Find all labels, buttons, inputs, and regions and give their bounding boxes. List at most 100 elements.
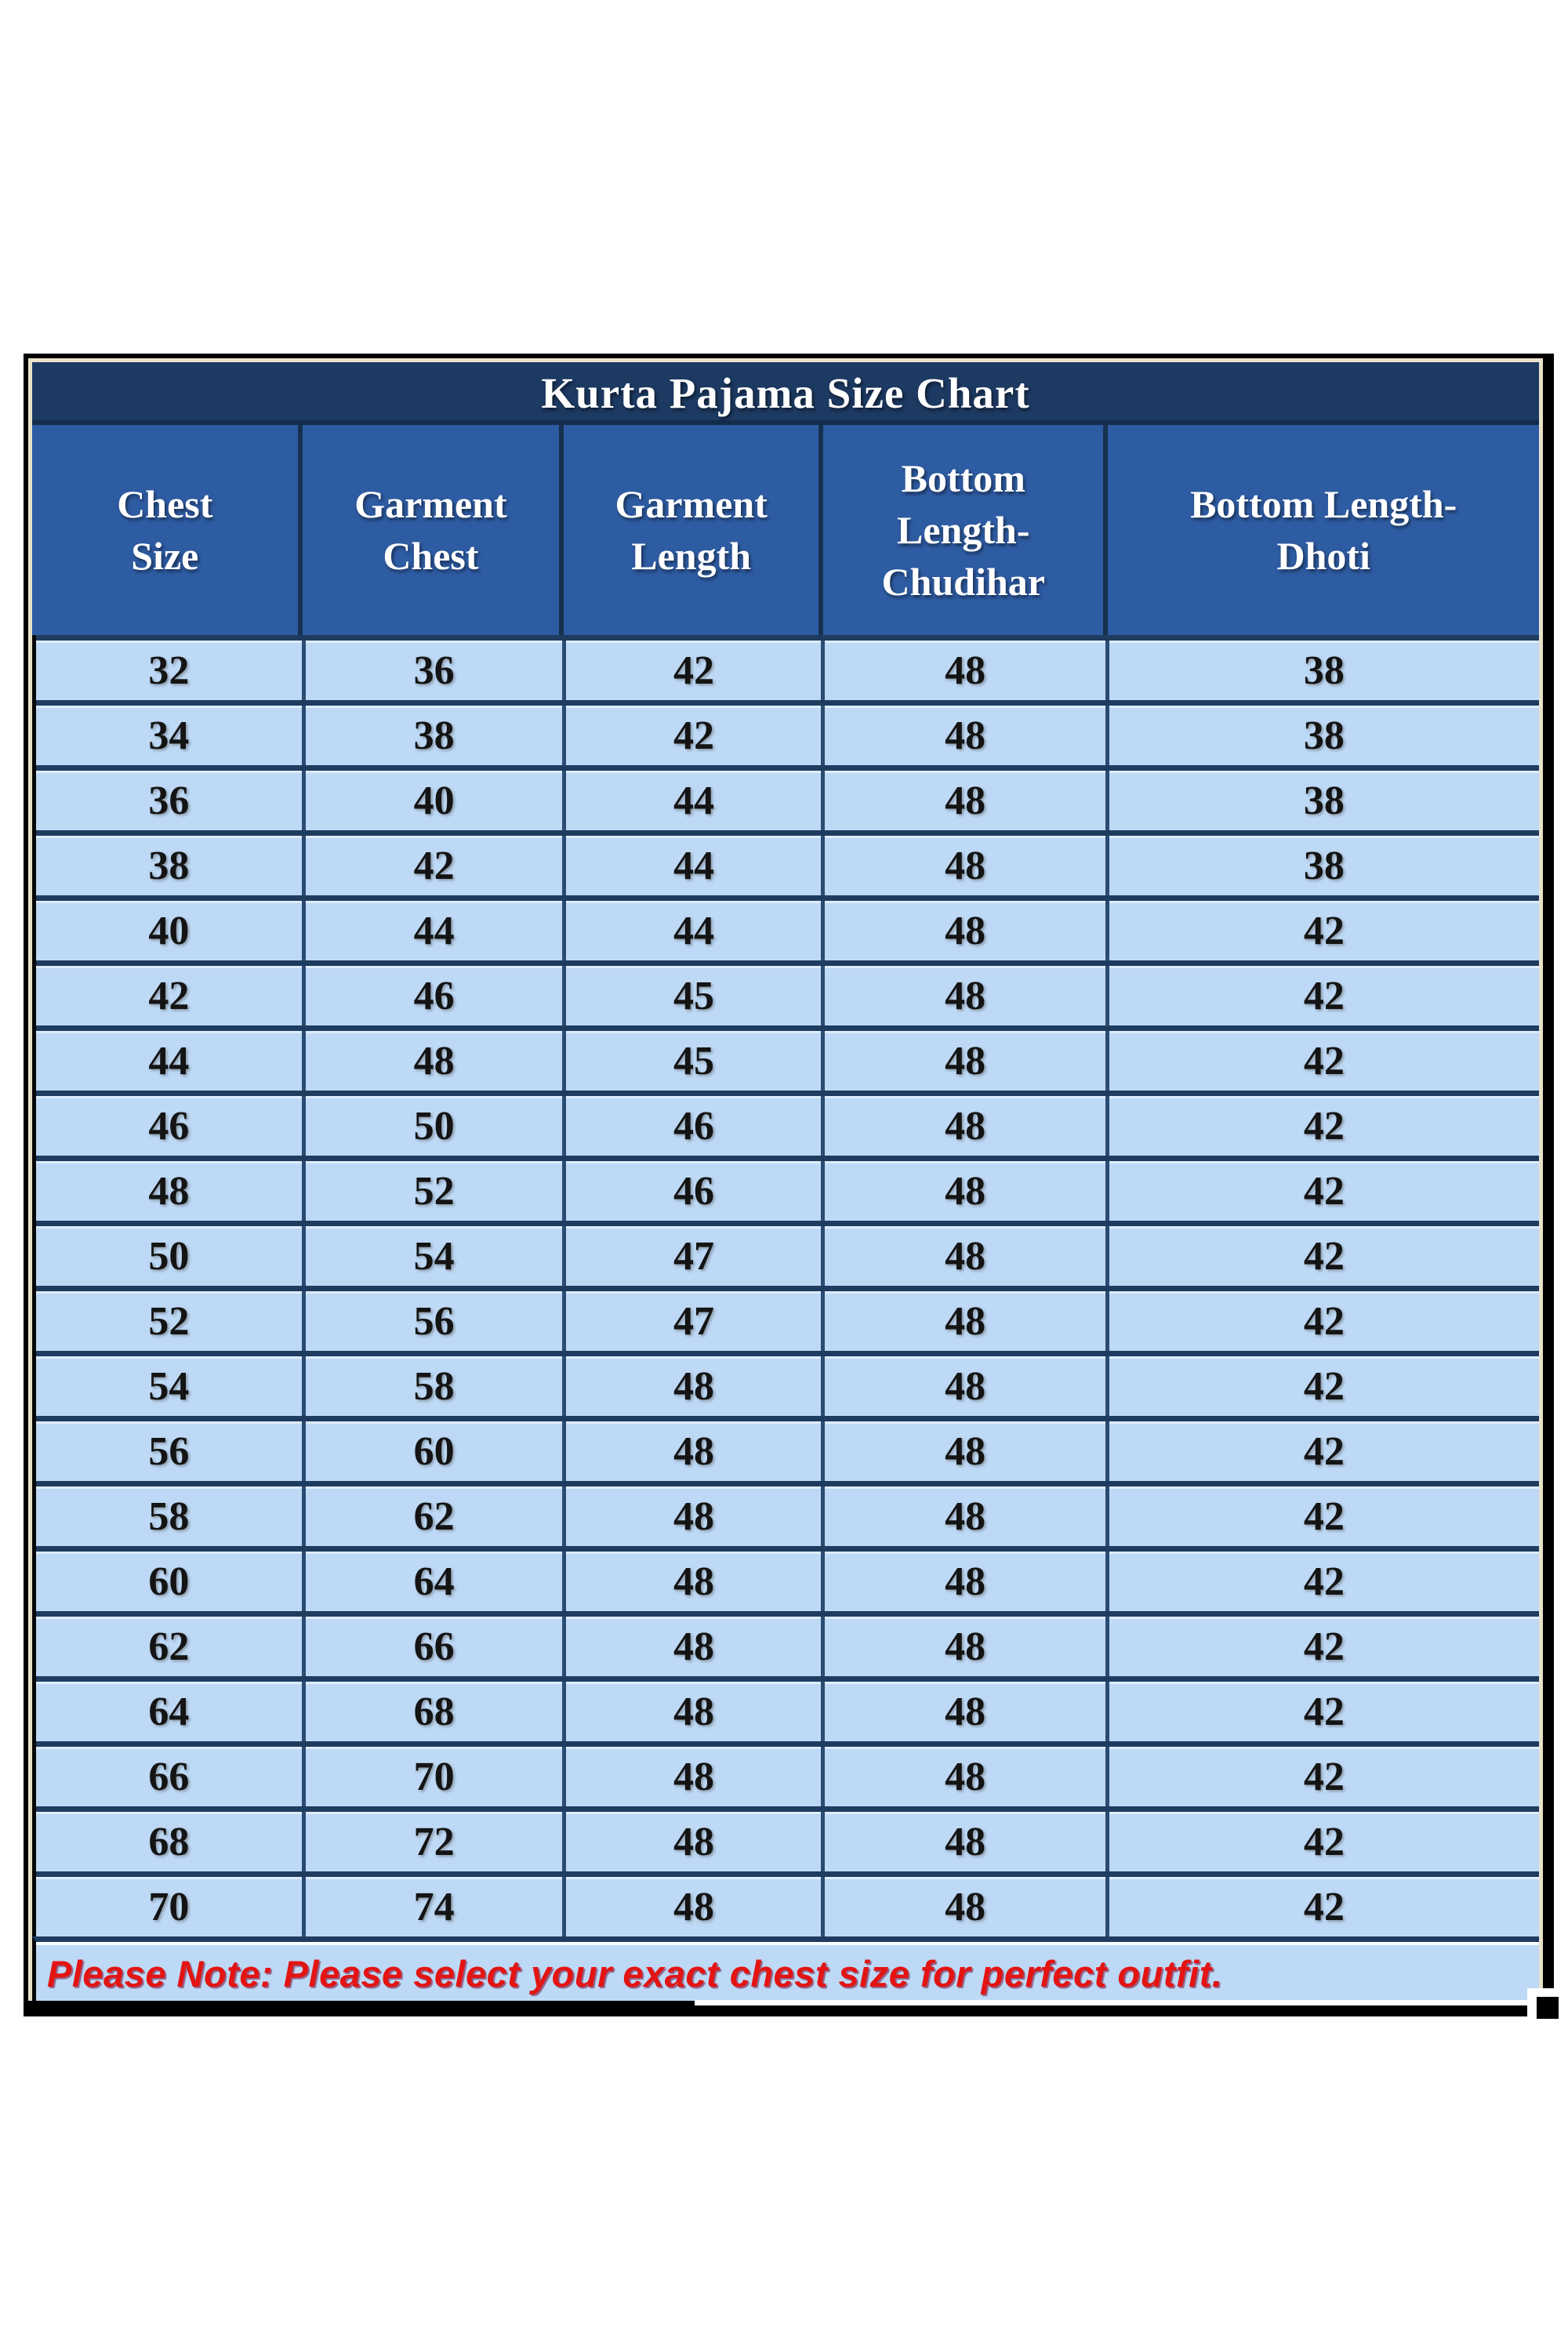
table-cell: 42 — [306, 836, 567, 895]
table-body: 32 36 42 48 38 34 38 42 48 38 36 40 44 48 38 38 42 44 48 38… — [32, 635, 1539, 1936]
table-cell: 62 — [306, 1486, 567, 1546]
table-cell: 48 — [825, 1747, 1109, 1806]
table-cell: 52 — [306, 1161, 567, 1221]
table-cell: 42 — [1303, 1884, 1345, 1929]
table-cell: 48 — [825, 1552, 1109, 1611]
table-row: 68 72 48 48 42 — [36, 1806, 1539, 1871]
table-cell: 42 — [1303, 1038, 1345, 1083]
table-cell: 36 — [36, 771, 306, 830]
table-cell: 56 — [306, 1291, 567, 1351]
table-cell: 47 — [566, 1291, 826, 1351]
header-row: Chest Size Garment Chest Garment Length Bot… — [32, 425, 1539, 635]
table-cell: 40 — [36, 901, 306, 960]
table-row: 38 42 44 48 38 — [36, 830, 1539, 895]
table-cell: 48 — [825, 1617, 1109, 1676]
table-cell: 48 — [566, 1747, 826, 1806]
table-cell: 58 — [306, 1356, 567, 1416]
table-cell: 48 — [825, 771, 1109, 830]
table-cell: 48 — [566, 1682, 826, 1741]
table-cell: 48 — [825, 1877, 1109, 1936]
table-row: 40 44 44 48 42 — [36, 895, 1539, 960]
table-cell: 54 — [306, 1226, 567, 1286]
table-cell: 60 — [36, 1552, 306, 1611]
table-cell: 48 — [566, 1552, 826, 1611]
table-cell: 38 — [1303, 648, 1345, 693]
table-cell: 42 — [1303, 908, 1345, 953]
table-cell: 54 — [36, 1356, 306, 1416]
table-cell: 48 — [825, 1486, 1109, 1546]
table-cell: 42 — [1303, 973, 1345, 1018]
table-row: 60 64 48 48 42 — [36, 1546, 1539, 1611]
table-row: 44 48 45 48 42 — [36, 1025, 1539, 1091]
table-cell: 48 — [825, 706, 1109, 765]
table-cell: 42 — [1303, 1428, 1345, 1474]
table-cell: 58 — [36, 1486, 306, 1546]
table-cell: 70 — [306, 1747, 567, 1806]
table-cell: 38 — [1303, 778, 1345, 823]
table-cell: 46 — [306, 966, 567, 1025]
table-cell: 56 — [36, 1421, 306, 1481]
table-cell: 36 — [306, 641, 567, 700]
table-cell: 44 — [306, 901, 567, 960]
table-cell: 48 — [825, 966, 1109, 1025]
table-cell: 48 — [825, 1226, 1109, 1286]
table-cell: 48 — [566, 1617, 826, 1676]
table-cell: 44 — [566, 836, 826, 895]
table-cell: 48 — [36, 1161, 306, 1221]
table-cell: 74 — [306, 1877, 567, 1936]
table-row: 50 54 47 48 42 — [36, 1221, 1539, 1286]
table-cell: 38 — [1303, 713, 1345, 758]
table-cell: 48 — [566, 1486, 826, 1546]
table-row: 70 74 48 48 42 — [36, 1871, 1539, 1936]
table-cell: 42 — [1303, 1624, 1345, 1669]
table-cell: 62 — [36, 1617, 306, 1676]
table-row: 36 40 44 48 38 — [36, 765, 1539, 830]
table-cell: 72 — [306, 1812, 567, 1871]
table-cell: 42 — [1303, 1168, 1345, 1214]
table-cell: 44 — [566, 901, 826, 960]
table-row: 42 46 45 48 42 — [36, 960, 1539, 1025]
table-cell: 47 — [566, 1226, 826, 1286]
table-cell: 45 — [566, 966, 826, 1025]
table-cell: 42 — [1303, 1689, 1345, 1734]
size-chart-frame: Kurta Pajama Size Chart Chest Size Garmen… — [24, 354, 1559, 2019]
table-cell: 42 — [36, 966, 306, 1025]
table-cell: 48 — [566, 1421, 826, 1481]
note-row: Please Note: Please select your exact ch… — [32, 1936, 1539, 2001]
table-row: 54 58 48 48 42 — [36, 1351, 1539, 1416]
table-row: 58 62 48 48 42 — [36, 1481, 1539, 1546]
size-chart: Kurta Pajama Size Chart Chest Size Garmen… — [24, 354, 1559, 2019]
table-row: 66 70 48 48 42 — [36, 1741, 1539, 1806]
table-cell: 46 — [36, 1096, 306, 1156]
table-cell: 42 — [1303, 1298, 1345, 1344]
table-row: 32 36 42 48 38 — [36, 635, 1539, 700]
table-cell: 48 — [825, 1291, 1109, 1351]
table-cell: 48 — [825, 1161, 1109, 1221]
table-cell: 38 — [1303, 843, 1345, 888]
table-cell: 68 — [36, 1812, 306, 1871]
column-header: Bottom Length- Dhoti — [1190, 482, 1457, 578]
table-cell: 48 — [825, 1031, 1109, 1091]
table-cell: 46 — [566, 1161, 826, 1221]
table-cell: 50 — [36, 1226, 306, 1286]
table-cell: 48 — [306, 1031, 567, 1091]
table-cell: 46 — [566, 1096, 826, 1156]
table-cell: 42 — [1303, 1363, 1345, 1409]
table-cell: 42 — [566, 641, 826, 700]
table-cell: 48 — [825, 836, 1109, 895]
table-cell: 64 — [36, 1682, 306, 1741]
table-cell: 42 — [1303, 1754, 1345, 1799]
table-cell: 42 — [1303, 1494, 1345, 1539]
table-cell: 44 — [36, 1031, 306, 1091]
table-cell: 38 — [36, 836, 306, 895]
table-cell: 68 — [306, 1682, 567, 1741]
table-cell: 66 — [36, 1747, 306, 1806]
table-cell: 48 — [566, 1812, 826, 1871]
table-row: 56 60 48 48 42 — [36, 1416, 1539, 1481]
table-title: Kurta Pajama Size Chart — [32, 362, 1539, 425]
table-row: 62 66 48 48 42 — [36, 1611, 1539, 1676]
table-cell: 52 — [36, 1291, 306, 1351]
table-cell: 44 — [566, 771, 826, 830]
bottom-seam — [695, 2000, 1554, 2005]
table-cell: 50 — [306, 1096, 567, 1156]
